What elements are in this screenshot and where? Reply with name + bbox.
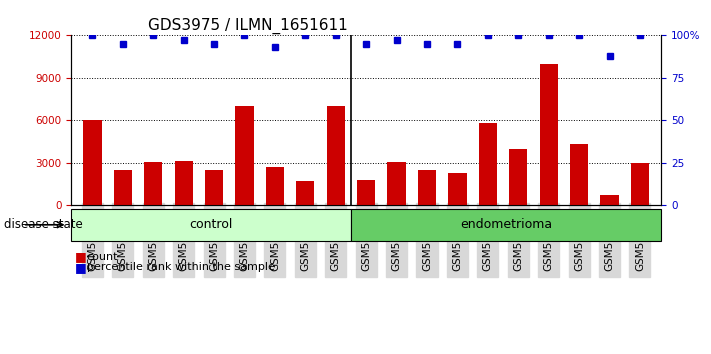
Bar (114, 170, 132, 205)
Text: ■: ■ (75, 261, 87, 274)
Text: GDS3975 / ILMN_1651611: GDS3975 / ILMN_1651611 (148, 18, 348, 34)
Bar (174, 161, 193, 205)
Bar (509, 149, 528, 205)
Bar (631, 163, 649, 205)
Text: endometrioma: endometrioma (460, 218, 552, 231)
Bar (570, 144, 588, 205)
Bar (479, 123, 497, 205)
Text: disease state: disease state (4, 218, 82, 231)
Bar (266, 167, 284, 205)
Bar (144, 162, 162, 205)
Bar (235, 106, 254, 205)
Bar (205, 170, 223, 205)
Text: control: control (189, 218, 232, 231)
Bar (540, 64, 558, 205)
Text: ■: ■ (75, 250, 87, 263)
Bar (357, 180, 375, 205)
Bar (418, 170, 436, 205)
Text: count: count (87, 252, 118, 262)
Bar (387, 162, 406, 205)
Text: percentile rank within the sample: percentile rank within the sample (87, 262, 274, 272)
Bar (296, 181, 314, 205)
Bar (83, 120, 102, 205)
Bar (449, 173, 466, 205)
Bar (600, 195, 619, 205)
Bar (326, 106, 345, 205)
